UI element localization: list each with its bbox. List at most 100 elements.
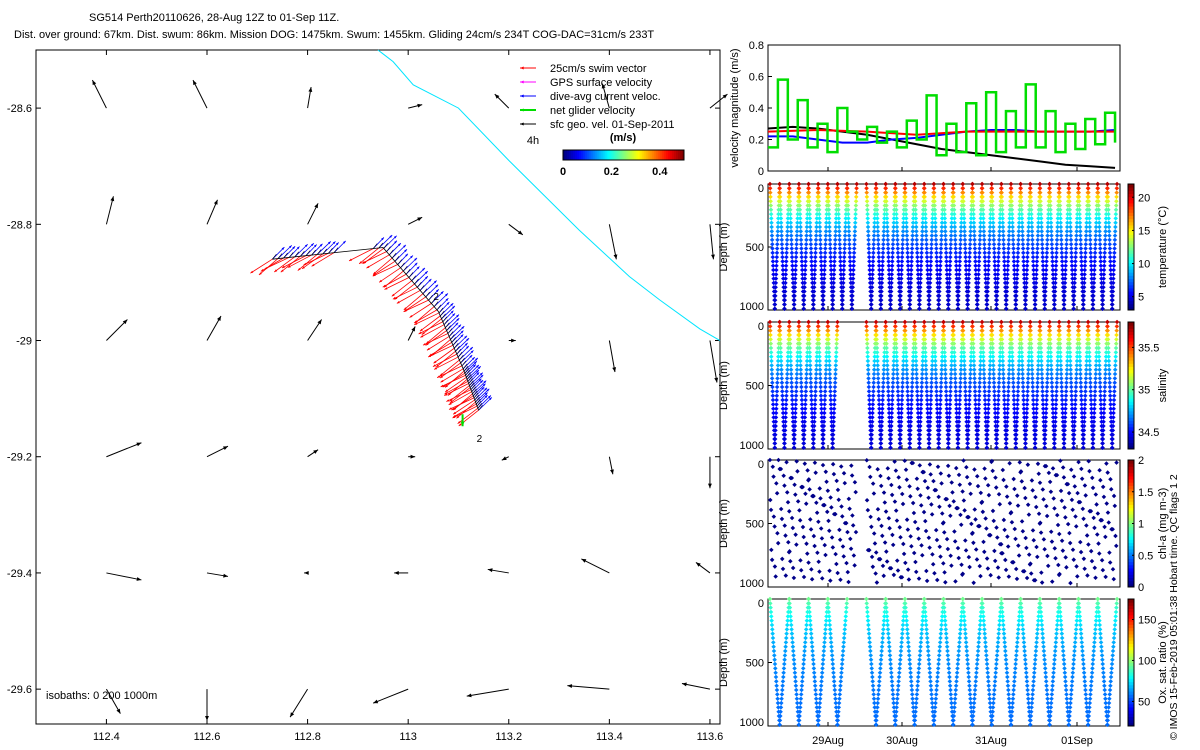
track-mark	[455, 345, 460, 352]
profile-y-label: Depth (m)	[718, 638, 730, 687]
track-mark	[400, 262, 405, 268]
swim-vector-arrow	[372, 264, 398, 277]
profile-colorbar-tick-label: 15	[1138, 225, 1150, 237]
surface-velocity-arrow	[709, 93, 728, 109]
swim-vector-arrow	[419, 315, 441, 332]
track-mark	[411, 275, 416, 281]
track-mark	[417, 282, 422, 288]
swim-vector-arrow	[382, 273, 407, 288]
surface-velocity-arrow	[206, 315, 222, 341]
track-mark	[468, 378, 473, 384]
isobaths-label: isobaths: 0 200 1000m	[46, 690, 157, 702]
dac-arrow	[445, 314, 460, 328]
dac-arrow	[453, 335, 468, 349]
dac-arrow	[391, 244, 407, 259]
profile-colorbar-tick-label: 10	[1138, 259, 1150, 271]
surface-velocity-arrow	[307, 319, 323, 341]
swim-vector-arrow	[348, 248, 374, 262]
track-mark	[472, 388, 477, 394]
swim-vector-arrow	[433, 347, 455, 364]
surface-velocity-arrow	[608, 456, 614, 475]
track-mark	[473, 390, 478, 397]
swim-vector-arrow	[403, 293, 424, 311]
track-mark	[408, 272, 414, 278]
dac-arrow	[294, 243, 308, 258]
track-mark	[466, 374, 472, 380]
velocity-panel-frame	[767, 44, 1121, 172]
velocity-y-tick-label: 0.6	[749, 72, 764, 84]
track-mark	[414, 278, 419, 285]
dac-arrow	[425, 284, 439, 298]
track-mark	[478, 405, 483, 411]
track-mark	[272, 253, 277, 260]
map-y-tick-label: -29.2	[7, 452, 32, 464]
profile-colorbar-frame	[1127, 183, 1135, 311]
track-mark	[473, 392, 479, 399]
track-mark	[422, 288, 428, 294]
track-mark	[471, 386, 476, 392]
track-mark	[383, 243, 388, 249]
map-x-tick-label: 112.6	[194, 731, 221, 743]
swim-vector-arrow	[301, 253, 324, 270]
swim-vector-arrow	[414, 312, 440, 326]
swim-vector-arrow	[274, 256, 296, 273]
track-mark	[288, 252, 294, 258]
profile-colorbar-tick-label: 35.5	[1138, 342, 1159, 354]
track-mark	[443, 319, 449, 325]
profile-colorbar-2	[1128, 460, 1134, 588]
swim-vector-arrow	[457, 407, 479, 424]
legend-arrow-swim	[520, 66, 536, 70]
profile-y-tick-label: 1000	[740, 301, 764, 313]
velocity-y-tick-label: 0.4	[749, 103, 764, 115]
profile-y-label: Depth (m)	[718, 499, 730, 548]
dac-arrow	[478, 397, 493, 411]
map-x-tick-label: 112.8	[294, 731, 321, 743]
dac-arrow	[439, 302, 454, 317]
profile-y-label: Depth (m)	[718, 361, 730, 410]
track-mark	[294, 251, 300, 258]
surface-velocity-arrow	[601, 83, 610, 109]
track-mark	[277, 253, 283, 259]
surface-velocity-arrow	[106, 442, 142, 458]
swim-vector-arrow	[280, 255, 301, 273]
profile-colorbar-tick-label: 50	[1138, 696, 1150, 708]
track-mark	[311, 249, 316, 256]
legend-label: dive-avg current veloc.	[550, 91, 661, 103]
dac-arrow	[422, 280, 437, 294]
track-mark	[333, 247, 339, 253]
track-mark	[450, 334, 455, 340]
swim-vector-arrow	[436, 365, 463, 379]
profile-colorbar-frame	[1127, 321, 1135, 450]
dac-arrow	[459, 346, 474, 361]
map-y-tick-label: -28.8	[7, 219, 32, 231]
profile-colorbar-label: salinity	[1157, 368, 1169, 402]
profile-colorbar-tick-label: 5	[1138, 292, 1144, 304]
swim-vector-arrow	[426, 336, 450, 351]
swim-vector-arrow	[303, 252, 329, 266]
surface-velocity-arrow	[681, 682, 711, 690]
map-x-tick-label: 113.6	[697, 731, 724, 743]
swim-vector-arrow	[358, 247, 380, 265]
surface-velocity-arrow	[192, 79, 208, 109]
profile-y-tick-label: 1000	[740, 440, 764, 452]
swim-vector-arrow	[422, 333, 449, 346]
dac-arrow	[383, 235, 397, 249]
profile-colorbar-label: temperature (°C)	[1157, 206, 1169, 288]
legend-arrow-net	[520, 108, 536, 112]
surface-velocity-arrow	[581, 558, 610, 574]
track-mark	[454, 343, 459, 349]
map-x-tick-label: 113.4	[596, 731, 623, 743]
surface-velocity-arrow	[205, 689, 209, 721]
profile-colorbar-0	[1128, 184, 1134, 311]
track-mark	[446, 325, 451, 331]
track-mark	[451, 337, 456, 343]
profile-y-tick-label: 0	[758, 598, 764, 610]
velocity-y-tick-label: 0.8	[749, 40, 764, 52]
dac-arrow	[431, 291, 444, 304]
velocity-y-label: velocity magnitude (m/s)	[729, 48, 741, 167]
profile-y-tick-label: 500	[746, 381, 764, 393]
surface-velocity-arrow	[709, 340, 719, 383]
surface-velocity-arrow	[709, 224, 715, 260]
swim-vector-arrow	[281, 255, 307, 269]
swim-vector-arrow	[439, 362, 461, 379]
